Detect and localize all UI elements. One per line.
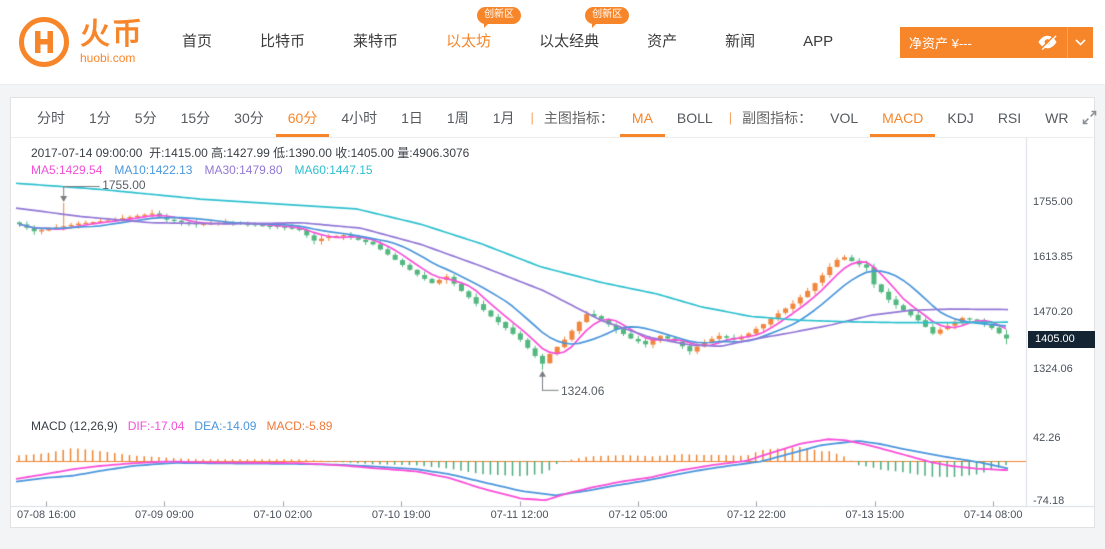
sub-indicator-label: 副图指标： — [742, 109, 813, 126]
time-axis-label: 07-10 19:00 — [371, 509, 431, 521]
price-axis-label: 1470.20 — [1033, 306, 1073, 319]
timeframe-15分[interactable]: 15分 — [180, 109, 211, 126]
ma-value: MA10:1422.13 — [114, 163, 193, 177]
macd-value: DEA:-14.09 — [194, 419, 257, 433]
nav-item-新闻[interactable]: 新闻 — [725, 33, 756, 50]
sub-indicator-WR[interactable]: WR — [1045, 109, 1069, 126]
eye-hidden-icon[interactable] — [1037, 34, 1058, 50]
ma-indicator-values: MA5:1429.54 MA10:1422.13 MA30:1479.80 MA60:… — [31, 163, 385, 177]
innovation-zone-badge: 创新区 — [585, 7, 630, 28]
main-indicator-label: 主图指标： — [543, 109, 614, 126]
macd-title: MACD (12,26,9) — [31, 419, 118, 433]
chart-toolbar: 分时 1分 5分 15分 30分 60分 4小时 1日 1周 1月 | 主图指标： MA BOLL | 副图指… — [11, 98, 1097, 138]
ma-value: MA60:1447.15 — [294, 163, 373, 177]
macd-value: MACD:-5.89 — [266, 419, 333, 433]
separator: | — [728, 110, 733, 125]
chevron-down-icon[interactable] — [1068, 27, 1093, 58]
nav-item-比特币[interactable]: 比特币 — [260, 33, 306, 50]
fullscreen-icon[interactable] — [1080, 98, 1099, 137]
timeframe-30分[interactable]: 30分 — [234, 109, 264, 126]
time-axis-label: 07-12 22:00 — [727, 509, 786, 521]
nav-item-APP[interactable]: APP — [803, 33, 834, 50]
macd-axis-label: -74.18 — [1033, 495, 1065, 508]
separator: | — [530, 110, 534, 125]
timeframe-60分[interactable]: 60分 — [275, 98, 330, 137]
price-annotation: 1755.00 — [102, 178, 146, 192]
net-assets-button[interactable]: 净资产 ¥--- — [900, 26, 1093, 58]
ma-value: MA30:1479.80 — [204, 163, 283, 177]
timeframe-1分[interactable]: 1分 — [89, 109, 111, 126]
time-axis-label: 07-11 12:00 — [490, 509, 549, 521]
time-axis-label: 07-09 09:00 — [135, 509, 194, 521]
chart-panel: 分时 1分 5分 15分 30分 60分 4小时 1日 1周 1月 | 主图指标： MA BOLL | 副图指… — [10, 97, 1097, 528]
nav-item-以太坊[interactable]: 以太坊 创新区 — [422, 7, 522, 53]
main-nav: 首页 比特币 莱特币 以太坊 创新区 以太经典 创新区 资产 新闻 APP — [158, 7, 857, 53]
nav-item-首页[interactable]: 首页 — [182, 33, 213, 50]
price-axis-label: 1324.06 — [1033, 362, 1073, 375]
site-header: 火币 huobi.com 首页 比特币 莱特币 以太坊 创新区 以太经典 创新区 资产 新闻 AP… — [0, 0, 1105, 85]
time-axis-label: 07-14 08:00 — [963, 509, 1023, 521]
huobi-logo-icon — [19, 17, 69, 67]
timeframe-5分[interactable]: 5分 — [134, 109, 157, 126]
timeframe-4小时[interactable]: 4小时 — [341, 109, 378, 126]
chart-area: 2017-07-14 09:00:00 开:1415.00 高:1427.99 … — [11, 138, 1095, 526]
timeframe-1周[interactable]: 1周 — [446, 109, 469, 126]
time-axis-label: 07-08 16:00 — [17, 509, 76, 521]
net-assets-label: 净资产 ¥--- — [909, 35, 972, 51]
price-axis-label: 1755.00 — [1033, 196, 1073, 208]
time-axis-label: 07-12 05:00 — [608, 509, 668, 521]
nav-item-资产[interactable]: 资产 — [647, 33, 678, 50]
timeframe-1月[interactable]: 1月 — [492, 109, 515, 126]
timeframe-1日[interactable]: 1日 — [401, 109, 423, 126]
macd-axis-label: 42.26 — [1033, 432, 1061, 444]
sub-indicator-KDJ[interactable]: KDJ — [947, 109, 974, 126]
nav-item-莱特币[interactable]: 莱特币 — [353, 33, 399, 50]
main-indicator-BOLL[interactable]: BOLL — [676, 109, 713, 126]
ma-value: MA5:1429.54 — [31, 163, 103, 177]
time-axis-label: 07-10 02:00 — [253, 509, 313, 521]
current-price-tag: 1405.00 — [1028, 330, 1095, 348]
price-axis-label: 1613.85 — [1033, 250, 1073, 263]
time-axis-label: 07-13 15:00 — [845, 509, 905, 521]
macd-indicator-values: MACD (12,26,9) DIF:-17.04 DEA:-14.09 MACD:-… — [31, 419, 342, 433]
sub-indicator-RSI[interactable]: RSI — [997, 109, 1022, 126]
nav-item-以太经典[interactable]: 以太经典 创新区 — [515, 7, 630, 53]
kline-chart-canvas[interactable] — [11, 138, 1094, 526]
sub-indicator-VOL[interactable]: VOL — [830, 109, 859, 126]
main-indicator-MA[interactable]: MA — [619, 98, 665, 137]
innovation-zone-badge: 创新区 — [477, 7, 522, 28]
huobi-logo[interactable]: 火币 huobi.com — [18, 16, 144, 68]
brand-name: 火币 — [80, 18, 144, 52]
timeframe-分时[interactable]: 分时 — [37, 109, 65, 126]
price-annotation: 1324.06 — [560, 383, 605, 398]
sub-indicator-MACD[interactable]: MACD — [870, 98, 936, 137]
macd-value: DIF:-17.04 — [127, 419, 185, 433]
brand-domain: huobi.com — [80, 50, 136, 65]
ohlc-info: 2017-07-14 09:00:00 开:1415.00 高:1427.99 … — [31, 146, 470, 160]
